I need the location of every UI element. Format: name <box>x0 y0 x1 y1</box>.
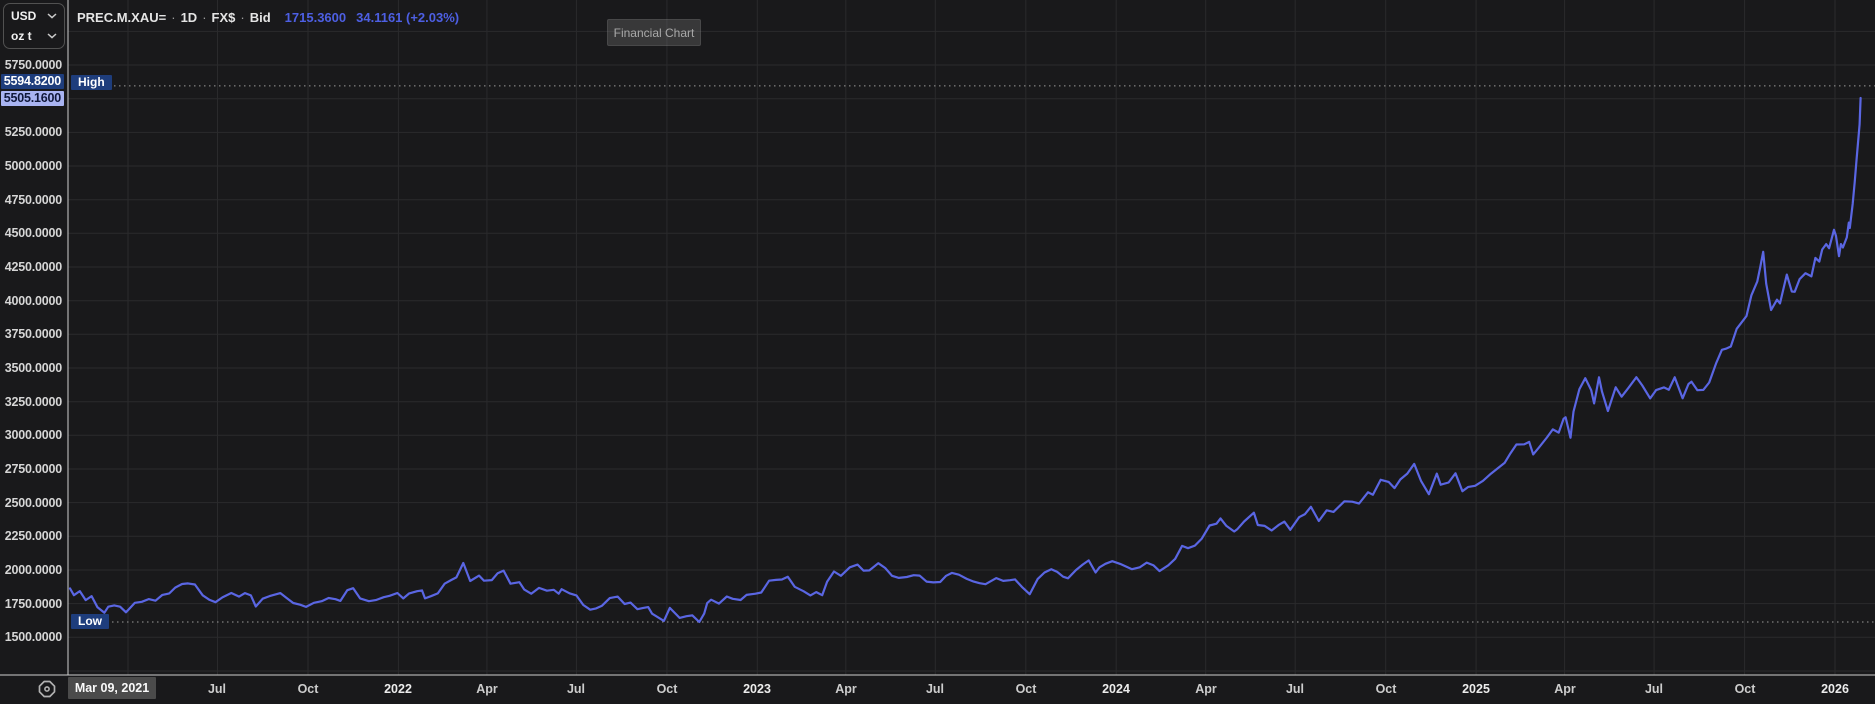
chevron-down-icon <box>47 13 57 19</box>
y-axis-label: 3250.0000 <box>4 395 62 409</box>
currency-select[interactable]: USD <box>4 9 64 23</box>
y-axis-label: 4750.0000 <box>4 193 62 207</box>
instrument-ric: PREC.M.XAU= <box>77 10 167 25</box>
y-axis-label: 2500.0000 <box>4 496 62 510</box>
x-axis-label: Apr <box>835 682 857 696</box>
x-axis-label: Oct <box>1015 682 1037 696</box>
x-axis-label: Oct <box>1375 682 1397 696</box>
y-axis-label: 3000.0000 <box>4 428 62 442</box>
crosshair-toggle-button[interactable] <box>35 677 59 701</box>
field-label: Bid <box>249 10 271 25</box>
currency-value: USD <box>11 9 37 23</box>
x-axis-label: Oct <box>656 682 678 696</box>
crosshair-target-icon <box>38 680 56 698</box>
x-axis-label: Apr <box>476 682 498 696</box>
y-axis-label: 2000.0000 <box>4 563 62 577</box>
x-axis-label: Jul <box>1285 682 1305 696</box>
unit-value: oz t <box>11 29 32 43</box>
x-axis-label: 2025 <box>1462 682 1490 696</box>
chevron-down-icon <box>47 33 57 39</box>
x-axis-label: Jul <box>925 682 945 696</box>
last-price-axis-label: 5505.1600 <box>1 91 64 106</box>
x-axis-label: 2026 <box>1821 682 1849 696</box>
separator: · <box>202 10 207 25</box>
high-price-axis-label: 5594.8200 <box>1 74 64 89</box>
y-axis-label: 2250.0000 <box>4 529 62 543</box>
x-axis-label: Oct <box>297 682 319 696</box>
unit-select[interactable]: oz t <box>4 29 64 43</box>
y-axis-label: 5000.0000 <box>4 159 62 173</box>
unit-controls: USD oz t <box>3 3 65 49</box>
price-change-value: 34.1161 (+2.03%) <box>356 10 460 25</box>
y-axis-label: 4000.0000 <box>4 294 62 308</box>
financial-chart-watermark: Financial Chart <box>607 19 701 46</box>
separator: · <box>171 10 176 25</box>
chart-header: PREC.M.XAU= · 1D · FX$ · Bid 1715.3600 3… <box>77 10 459 25</box>
y-axis-label: 1500.0000 <box>4 630 62 644</box>
y-axis-label: 2750.0000 <box>4 462 62 476</box>
y-axis-label: 5250.0000 <box>4 125 62 139</box>
separator: · <box>240 10 245 25</box>
x-axis-label: Jul <box>1644 682 1664 696</box>
high-marker-badge: High <box>71 75 112 90</box>
y-axis-label: 5750.0000 <box>4 58 62 72</box>
x-axis-label: 2024 <box>1102 682 1130 696</box>
x-axis-label: 2022 <box>384 682 412 696</box>
x-axis-label: Jul <box>566 682 586 696</box>
y-axis-label: 4250.0000 <box>4 260 62 274</box>
y-axis-label: 3500.0000 <box>4 361 62 375</box>
last-price-value: 1715.3600 <box>284 10 347 25</box>
x-axis-label: Apr <box>1554 682 1576 696</box>
y-axis-label: 3750.0000 <box>4 327 62 341</box>
low-marker-badge: Low <box>71 614 109 629</box>
x-axis-label: Oct <box>1734 682 1756 696</box>
price-line-series <box>68 96 1862 624</box>
source-label: FX$ <box>211 10 236 25</box>
crosshair-date-badge: Mar 09, 2021 <box>68 677 156 699</box>
x-axis-label: Jul <box>207 682 227 696</box>
y-axis-label: 4500.0000 <box>4 226 62 240</box>
y-axis-label: 1750.0000 <box>4 597 62 611</box>
interval-label: 1D <box>180 10 198 25</box>
x-axis-label: Apr <box>1195 682 1217 696</box>
x-axis-label: 2023 <box>743 682 771 696</box>
